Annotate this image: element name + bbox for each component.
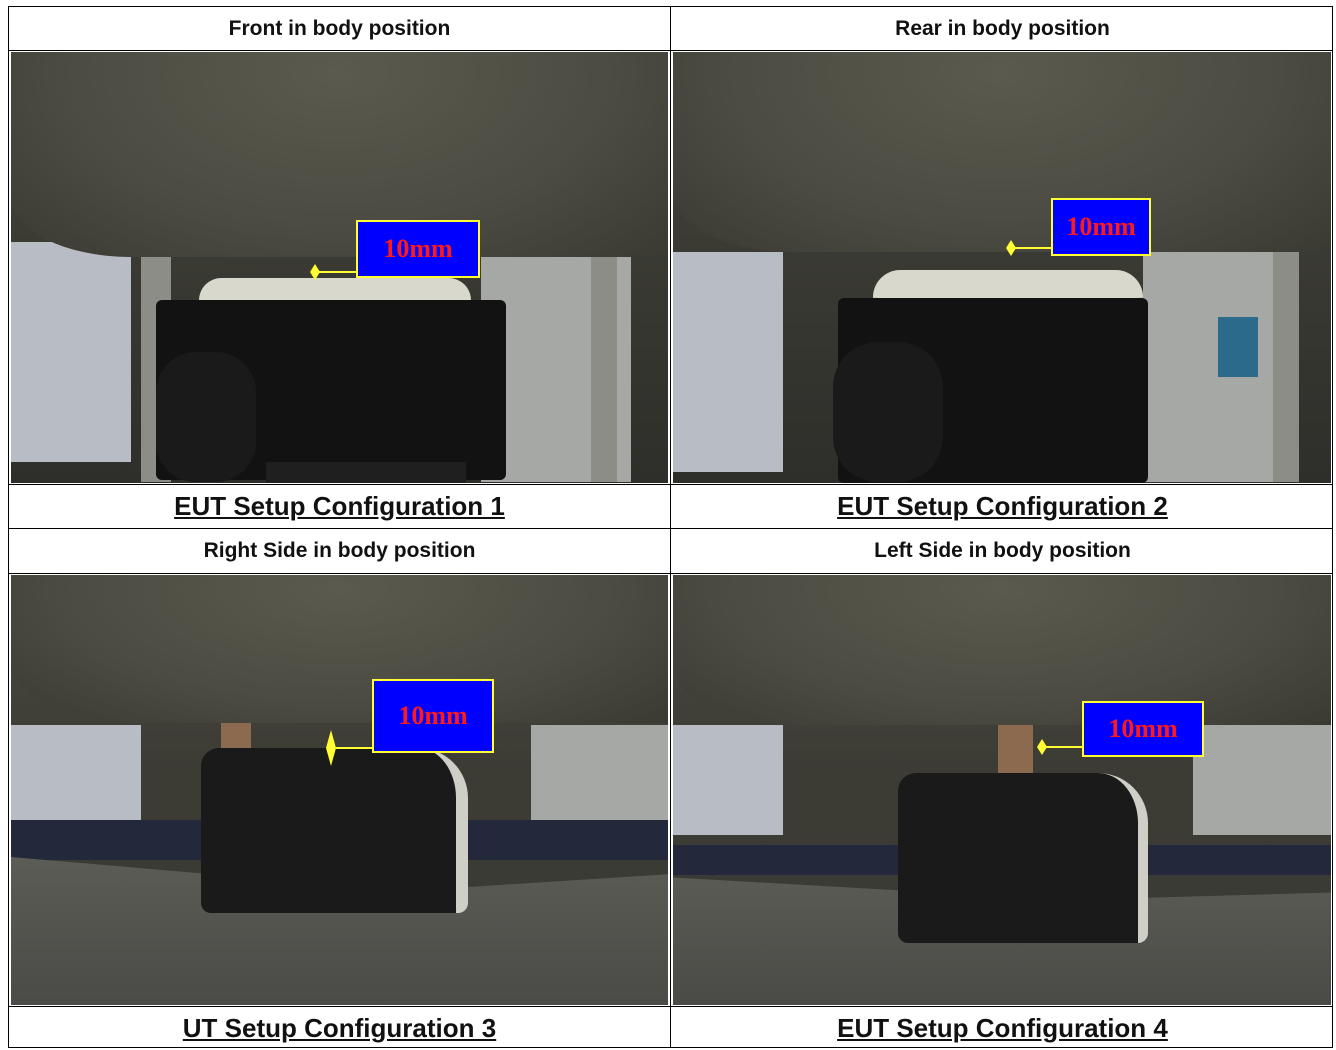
- cell-4-caption: EUT Setup Configuration 4: [837, 1013, 1168, 1043]
- row-divider: [9, 573, 1332, 574]
- cell-3-title: Right Side in body position: [203, 539, 476, 562]
- distance-label: 10mm: [1082, 701, 1204, 757]
- cell-4-title: Left Side in body position: [874, 539, 1131, 562]
- cell-4-photo: 10mm: [673, 575, 1331, 1005]
- cell-2-title: Rear in body position: [895, 17, 1110, 40]
- row-divider: [9, 50, 1332, 51]
- cell-3-photo: 10mm: [11, 575, 668, 1005]
- cell-3-caption: UT Setup Configuration 3: [182, 1013, 497, 1043]
- distance-label: 10mm: [372, 679, 494, 753]
- distance-marker: [310, 264, 320, 280]
- cell-1-caption: EUT Setup Configuration 1: [174, 491, 505, 521]
- distance-marker: [1006, 240, 1016, 256]
- cell-2-caption: EUT Setup Configuration 2: [837, 491, 1168, 521]
- distance-label: 10mm: [1051, 198, 1151, 256]
- cell-1-title: Front in body position: [228, 17, 451, 40]
- row-divider: [9, 1006, 1332, 1007]
- column-divider: [670, 7, 671, 1047]
- setup-photo-table: Front in body position 10mm EUT Setup Co…: [8, 6, 1333, 1048]
- cell-1-photo: 10mm: [11, 52, 668, 483]
- row-divider: [9, 528, 1332, 529]
- distance-label: 10mm: [356, 220, 480, 278]
- distance-marker: [326, 730, 336, 766]
- cell-2-photo: 10mm: [673, 52, 1331, 483]
- row-divider: [9, 484, 1332, 485]
- distance-marker: [1037, 739, 1047, 755]
